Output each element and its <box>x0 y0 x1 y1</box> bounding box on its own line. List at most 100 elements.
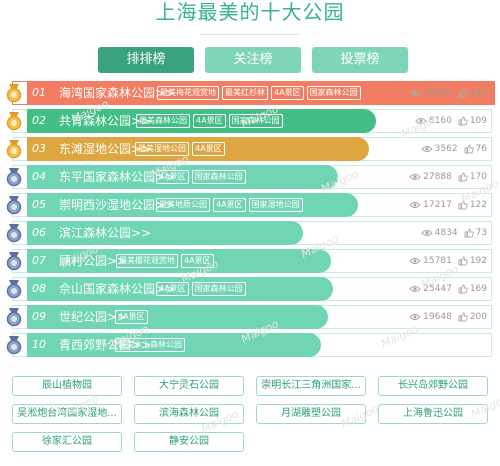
more-park-link[interactable]: 静安公园 <box>134 432 244 452</box>
rank-number: 07 <box>32 254 46 267</box>
rank-number: 01 <box>32 86 46 99</box>
rank-number: 05 <box>32 198 46 211</box>
ranking-bar <box>27 305 328 329</box>
title-underline <box>200 34 300 35</box>
more-park-link[interactable]: 滨海森林公园 <box>134 404 244 424</box>
ranking-bar <box>27 193 358 217</box>
park-tag[interactable]: 最美湿地公园 <box>135 142 189 156</box>
eye-icon <box>415 118 427 124</box>
park-name-link[interactable]: 青西郊野公园>> <box>59 338 152 352</box>
like-count: 76 <box>475 144 487 154</box>
park-tag[interactable]: 最美地质公园 <box>156 198 210 212</box>
more-park-link[interactable]: 崇明长江三角洲国家... <box>256 376 366 396</box>
park-tag[interactable]: 最美梅花观赏地 <box>157 86 219 100</box>
rank-number: 03 <box>32 142 46 155</box>
park-tags: 最美湿地公园 4A景区 <box>135 142 228 156</box>
ranking-row[interactable]: 08 佘山国家森林公园>> 4A景区 国家森林公园 25447 169 <box>6 277 492 301</box>
ranking-row[interactable]: 05 崇明西沙湿地公园>> 最美地质公园 4A景区 国家湿地公园 17217 122 <box>6 193 492 217</box>
ranking-bar <box>27 165 338 189</box>
more-park-link[interactable]: 吴淞炮台湾国家湿地... <box>12 404 122 424</box>
ranking-row[interactable]: 01 海湾国家森林公园>> 最美梅花观赏地 最美红杉林 4A景区 国家森林公园 15961 1… <box>6 81 495 105</box>
park-tag[interactable]: 4A景区 <box>213 198 246 212</box>
ranking-row[interactable]: 07 顾村公园>> 最美樱花观赏地 4A景区 15781 192 <box>6 249 492 273</box>
park-tags: 4A景区 <box>115 310 151 324</box>
park-tag[interactable]: 最美樱花观赏地 <box>116 254 178 268</box>
ranking-row[interactable]: 06 滨江森林公园>> 4834 73 <box>6 221 492 245</box>
eye-icon <box>409 314 421 320</box>
park-tags: 最美森林公园 4A景区 国家森林公园 <box>136 114 286 128</box>
park-tag[interactable]: 国家湿地公园 <box>248 198 303 212</box>
like-count: 169 <box>469 284 487 294</box>
rank-medal-icon <box>6 280 22 299</box>
park-name-link[interactable]: 海湾国家森林公园>> <box>59 86 176 100</box>
ranking-row[interactable]: 09 世纪公园>> 4A景区 19648 200 <box>6 305 492 329</box>
eye-icon <box>420 230 433 236</box>
more-park-link[interactable]: 辰山植物园 <box>12 376 122 396</box>
park-tag[interactable]: 4A景区 <box>115 310 148 324</box>
park-tag[interactable]: 4A景区 <box>271 86 304 100</box>
eye-icon <box>409 286 421 292</box>
thumbs-up-icon[interactable] <box>458 172 468 182</box>
more-park-link[interactable]: 长兴岛郊野公园 <box>378 376 488 396</box>
rank-medal-icon <box>6 196 22 215</box>
park-tags: 4A景区 国家森林公园 <box>156 282 249 296</box>
thumbs-up-icon[interactable] <box>458 200 468 210</box>
ranking-row[interactable]: 10 青西郊野公园>> 最美水上森林公园 <box>6 333 492 357</box>
like-count: 109 <box>469 116 487 126</box>
park-stats: 27888 170 <box>409 166 487 189</box>
ranking-bar <box>27 333 321 357</box>
ranking-row[interactable]: 02 共青森林公园>> 最美森林公园 4A景区 国家森林公园 8160 109 <box>6 109 492 133</box>
park-tag[interactable]: 4A景区 <box>156 282 189 296</box>
more-park-link[interactable]: 月湖雕塑公园 <box>256 404 366 424</box>
park-tag[interactable]: 4A景区 <box>193 114 226 128</box>
park-tag[interactable]: 国家森林公园 <box>306 86 361 100</box>
park-tags: 最美梅花观赏地 最美红杉林 4A景区 国家森林公园 <box>157 86 364 100</box>
park-name-link[interactable]: 东滩湿地公园>> <box>59 142 152 156</box>
thumbs-up-icon[interactable] <box>458 116 468 126</box>
park-tag[interactable]: 4A景区 <box>156 170 189 184</box>
park-tag[interactable]: 最美红杉林 <box>222 86 268 100</box>
more-park-link[interactable]: 徐家汇公园 <box>12 432 122 452</box>
ranking-row[interactable]: 03 东滩湿地公园>> 最美湿地公园 4A景区 3562 76 <box>6 137 492 161</box>
view-count: 17217 <box>423 200 452 210</box>
thumbs-up-icon[interactable] <box>458 312 468 322</box>
park-tag[interactable]: 国家森林公园 <box>191 170 246 184</box>
park-name-link[interactable]: 顾村公园>> <box>59 254 128 268</box>
thumbs-up-icon[interactable] <box>464 144 474 154</box>
park-tag[interactable]: 国家森林公园 <box>228 114 283 128</box>
thumbs-up-icon[interactable] <box>464 228 474 238</box>
like-count: 122 <box>469 200 487 210</box>
ranking-bar <box>27 137 369 161</box>
eye-icon <box>420 146 433 152</box>
park-name-link[interactable]: 崇明西沙湿地公园>> <box>59 198 176 212</box>
park-tag[interactable]: 最美森林公园 <box>136 114 190 128</box>
park-stats: 19648 200 <box>409 306 487 329</box>
park-name-link[interactable]: 共青森林公园>> <box>59 114 152 128</box>
tab-ranking[interactable]: 排排榜 <box>98 47 194 73</box>
park-stats: 15961 143 <box>409 82 487 105</box>
park-name-link[interactable]: 佘山国家森林公园>> <box>59 282 176 296</box>
page-title: 上海最美的十大公园 <box>155 0 345 24</box>
park-name-link[interactable]: 滨江森林公园>> <box>59 226 152 240</box>
thumbs-up-icon[interactable] <box>458 88 468 98</box>
park-tags: 最美地质公园 4A景区 国家湿地公园 <box>156 198 306 212</box>
tab-attention[interactable]: 关注榜 <box>205 47 301 73</box>
park-stats: 4834 73 <box>420 222 487 245</box>
more-park-link[interactable]: 大宁灵石公园 <box>134 376 244 396</box>
park-stats: 3562 76 <box>420 138 487 161</box>
park-tag[interactable]: 4A景区 <box>192 142 225 156</box>
park-tag[interactable]: 最美水上森林公园 <box>115 338 185 352</box>
ranking-row[interactable]: 04 东平国家森林公园>> 4A景区 国家森林公园 27888 170 <box>6 165 492 189</box>
park-name-link[interactable]: 世纪公园>> <box>59 310 128 324</box>
thumbs-up-icon[interactable] <box>458 256 468 266</box>
more-park-link[interactable]: 上海鲁迅公园 <box>378 404 488 424</box>
rank-number: 10 <box>32 338 46 351</box>
park-name-link[interactable]: 东平国家森林公园>> <box>59 170 176 184</box>
park-tag[interactable]: 4A景区 <box>181 254 214 268</box>
thumbs-up-icon[interactable] <box>458 284 468 294</box>
eye-icon <box>409 174 421 180</box>
tab-voting[interactable]: 投票榜 <box>312 47 408 73</box>
more-parks-grid: 辰山植物园 大宁灵石公园 崇明长江三角洲国家... 长兴岛郊野公园吴淞炮台湾国家湿地.… <box>12 376 492 458</box>
park-tag[interactable]: 国家森林公园 <box>191 282 246 296</box>
rank-number: 09 <box>32 310 46 323</box>
